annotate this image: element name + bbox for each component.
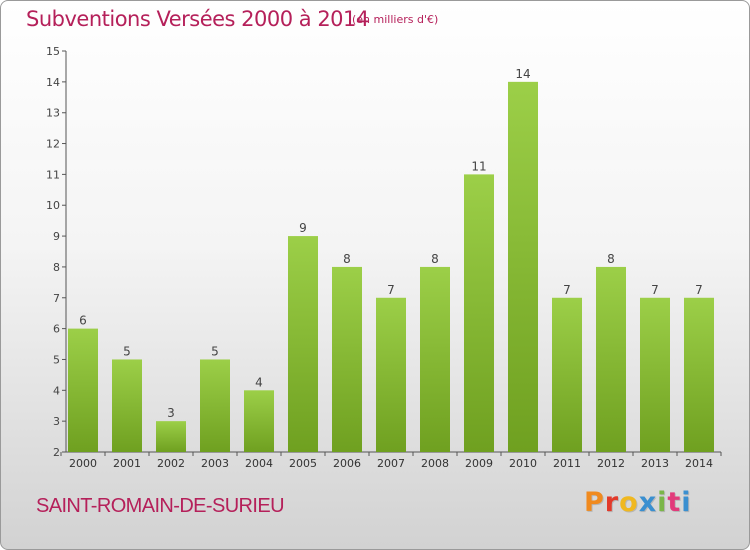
x-tick-label: 2006 xyxy=(333,457,361,470)
logo-letter: r xyxy=(604,487,620,518)
data-labels: 6 5 3 5 4 9 8 7 8 11 14 7 8 7 7 xyxy=(79,67,703,420)
y-tick-label: 3 xyxy=(53,415,60,428)
bar xyxy=(640,297,670,452)
y-tick-label: 2 xyxy=(53,446,60,459)
y-tick-label: 14 xyxy=(46,76,60,89)
logo-letter: o xyxy=(619,487,639,518)
data-label: 11 xyxy=(471,159,486,173)
x-tick-label: 2003 xyxy=(201,457,229,470)
data-label: 3 xyxy=(167,406,175,420)
x-tick-label: 2000 xyxy=(69,457,97,470)
proxiti-logo[interactable]: Proxiti xyxy=(584,487,692,518)
x-tick-label: 2001 xyxy=(113,457,141,470)
y-tick-label: 11 xyxy=(46,168,60,181)
x-tick-label: 2008 xyxy=(421,457,449,470)
data-label: 5 xyxy=(211,344,219,358)
axes: 2 3 4 5 6 7 8 9 10 11 12 13 14 15 2000 2001 2002 2003 2004… xyxy=(46,45,722,470)
y-tick-label: 4 xyxy=(53,384,60,397)
bar xyxy=(156,421,186,452)
data-label: 5 xyxy=(123,344,131,358)
bar xyxy=(552,297,582,452)
x-tick-label: 2009 xyxy=(465,457,493,470)
x-tick-label: 2014 xyxy=(685,457,713,470)
bar xyxy=(376,297,406,452)
data-label: 7 xyxy=(563,283,571,297)
y-tick-label: 10 xyxy=(46,199,60,212)
bar xyxy=(68,328,98,452)
x-tick-label: 2004 xyxy=(245,457,273,470)
data-label: 8 xyxy=(607,252,615,266)
bar xyxy=(200,359,230,452)
y-tick-label: 13 xyxy=(46,107,60,120)
bar xyxy=(332,266,362,452)
x-tick-label: 2010 xyxy=(509,457,537,470)
x-tick-label: 2011 xyxy=(553,457,581,470)
bar xyxy=(244,390,274,452)
data-label: 9 xyxy=(299,221,307,235)
x-tick-label: 2013 xyxy=(641,457,669,470)
commune-name: SAINT-ROMAIN-DE-SURIEU xyxy=(36,495,285,517)
y-tick-label: 9 xyxy=(53,230,60,243)
y-tick-label: 15 xyxy=(46,45,60,58)
data-label: 7 xyxy=(695,283,703,297)
chart-unit: (en milliers d'€) xyxy=(352,13,439,26)
chart-title: Subventions Versées 2000 à 2014 xyxy=(26,7,369,31)
bar xyxy=(684,297,714,452)
data-label: 4 xyxy=(255,375,263,389)
data-label: 8 xyxy=(431,252,439,266)
bar xyxy=(112,359,142,452)
logo-letter: i xyxy=(657,487,668,518)
x-tick-label: 2002 xyxy=(157,457,185,470)
logo-letter: x xyxy=(638,487,658,518)
y-tick-label: 5 xyxy=(53,353,60,366)
x-tick-label: 2012 xyxy=(597,457,625,470)
x-tick-label: 2007 xyxy=(377,457,405,470)
logo-letter: P xyxy=(584,487,605,518)
bar xyxy=(464,174,494,452)
bar xyxy=(420,266,450,452)
bar xyxy=(288,236,318,452)
bar xyxy=(596,266,626,452)
data-label: 6 xyxy=(79,314,87,328)
x-tick-label: 2005 xyxy=(289,457,317,470)
data-label: 7 xyxy=(387,283,395,297)
logo-letter: i xyxy=(681,487,692,518)
y-tick-label: 7 xyxy=(53,292,60,305)
bar xyxy=(508,81,538,452)
data-label: 14 xyxy=(515,67,530,81)
bars xyxy=(68,81,714,452)
y-tick-label: 8 xyxy=(53,261,60,274)
y-tick-label: 12 xyxy=(46,138,60,151)
logo-letter: t xyxy=(667,487,682,518)
data-label: 7 xyxy=(651,283,659,297)
y-tick-label: 6 xyxy=(53,323,60,336)
data-label: 8 xyxy=(343,252,351,266)
